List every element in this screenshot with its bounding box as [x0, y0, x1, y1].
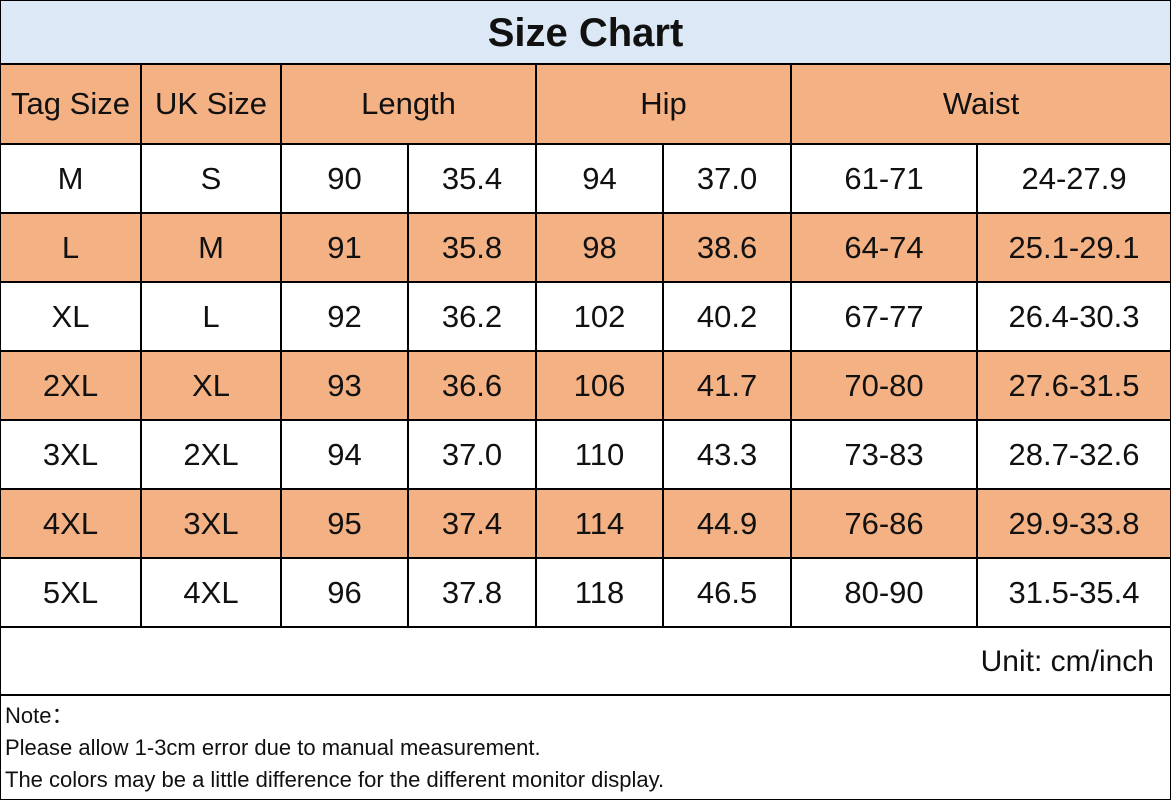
header-length: Length — [279, 65, 538, 145]
cell-length-cm: 96 — [280, 557, 409, 628]
cell-hip-inch: 44.9 — [662, 488, 793, 559]
cell-length-inch: 37.4 — [406, 488, 538, 559]
cell-tag-size: M — [1, 143, 142, 214]
cell-hip-inch: 43.3 — [662, 419, 793, 490]
cell-hip-inch: 38.6 — [662, 212, 793, 283]
cell-length-cm: 93 — [280, 350, 409, 421]
cell-length-inch: 37.8 — [406, 557, 538, 628]
cell-waist-inch: 29.9-33.8 — [976, 488, 1171, 559]
cell-uk-size: M — [140, 212, 282, 283]
cell-uk-size: 4XL — [140, 557, 282, 628]
cell-waist-cm: 70-80 — [790, 350, 979, 421]
cell-hip-cm: 118 — [535, 557, 665, 628]
cell-tag-size: L — [1, 212, 142, 283]
table-row: XL L 92 36.2 102 40.2 67-77 26.4-30.3 — [1, 281, 1171, 352]
cell-length-cm: 94 — [280, 419, 409, 490]
table-row: 5XL 4XL 96 37.8 118 46.5 80-90 31.5-35.4 — [1, 557, 1171, 628]
chart-title: Size Chart — [1, 1, 1170, 65]
cell-uk-size: XL — [140, 350, 282, 421]
cell-hip-inch: 46.5 — [662, 557, 793, 628]
table-row: 4XL 3XL 95 37.4 114 44.9 76-86 29.9-33.8 — [1, 488, 1171, 559]
cell-uk-size: 2XL — [140, 419, 282, 490]
table-row: 2XL XL 93 36.6 106 41.7 70-80 27.6-31.5 — [1, 350, 1171, 421]
cell-length-inch: 36.2 — [406, 281, 538, 352]
cell-waist-inch: 27.6-31.5 — [976, 350, 1171, 421]
cell-tag-size: 3XL — [1, 419, 142, 490]
cell-length-inch: 35.8 — [406, 212, 538, 283]
cell-hip-inch: 37.0 — [662, 143, 793, 214]
table-row: 3XL 2XL 94 37.0 110 43.3 73-83 28.7-32.6 — [1, 419, 1171, 490]
cell-waist-inch: 25.1-29.1 — [976, 212, 1171, 283]
cell-waist-cm: 67-77 — [790, 281, 979, 352]
cell-length-inch: 35.4 — [406, 143, 538, 214]
cell-waist-cm: 80-90 — [790, 557, 979, 628]
cell-hip-cm: 106 — [535, 350, 665, 421]
header-hip: Hip — [535, 65, 793, 145]
cell-uk-size: L — [140, 281, 282, 352]
note-heading: Note： — [5, 703, 74, 728]
cell-waist-cm: 64-74 — [790, 212, 979, 283]
cell-tag-size: 2XL — [1, 350, 142, 421]
cell-hip-inch: 41.7 — [662, 350, 793, 421]
table-body: M S 90 35.4 94 37.0 61-71 24-27.9 L M 91 35.8 98 38.6… — [1, 143, 1171, 628]
cell-length-inch: 36.6 — [406, 350, 538, 421]
header-tag-size: Tag Size — [1, 65, 142, 145]
note-line: Please allow 1-3cm error due to manual m… — [5, 735, 541, 760]
cell-hip-cm: 110 — [535, 419, 665, 490]
cell-uk-size: 3XL — [140, 488, 282, 559]
cell-hip-cm: 114 — [535, 488, 665, 559]
cell-waist-inch: 31.5-35.4 — [976, 557, 1171, 628]
header-uk-size: UK Size — [140, 65, 282, 145]
note-line: The colors may be a little difference fo… — [5, 767, 665, 792]
cell-length-inch: 37.0 — [406, 419, 538, 490]
table-row: L M 91 35.8 98 38.6 64-74 25.1-29.1 — [1, 212, 1171, 283]
cell-waist-cm: 61-71 — [790, 143, 979, 214]
cell-tag-size: 4XL — [1, 488, 142, 559]
table-row: M S 90 35.4 94 37.0 61-71 24-27.9 — [1, 143, 1171, 214]
cell-length-cm: 92 — [280, 281, 409, 352]
header-waist: Waist — [790, 65, 1171, 145]
cell-waist-inch: 28.7-32.6 — [976, 419, 1171, 490]
cell-hip-inch: 40.2 — [662, 281, 793, 352]
cell-waist-cm: 76-86 — [790, 488, 979, 559]
cell-waist-inch: 26.4-30.3 — [976, 281, 1171, 352]
size-table: Tag Size UK Size Length Hip Waist M S 90 35… — [1, 65, 1171, 628]
cell-length-cm: 91 — [280, 212, 409, 283]
note-section: Note： Please allow 1-3cm error due to ma… — [1, 696, 1170, 796]
cell-hip-cm: 98 — [535, 212, 665, 283]
cell-length-cm: 95 — [280, 488, 409, 559]
cell-hip-cm: 94 — [535, 143, 665, 214]
cell-hip-cm: 102 — [535, 281, 665, 352]
cell-tag-size: XL — [1, 281, 142, 352]
cell-waist-cm: 73-83 — [790, 419, 979, 490]
header-row: Tag Size UK Size Length Hip Waist — [1, 65, 1171, 145]
cell-uk-size: S — [140, 143, 282, 214]
cell-length-cm: 90 — [280, 143, 409, 214]
cell-waist-inch: 24-27.9 — [976, 143, 1171, 214]
unit-label: Unit: cm/inch — [1, 628, 1170, 696]
cell-tag-size: 5XL — [1, 557, 142, 628]
